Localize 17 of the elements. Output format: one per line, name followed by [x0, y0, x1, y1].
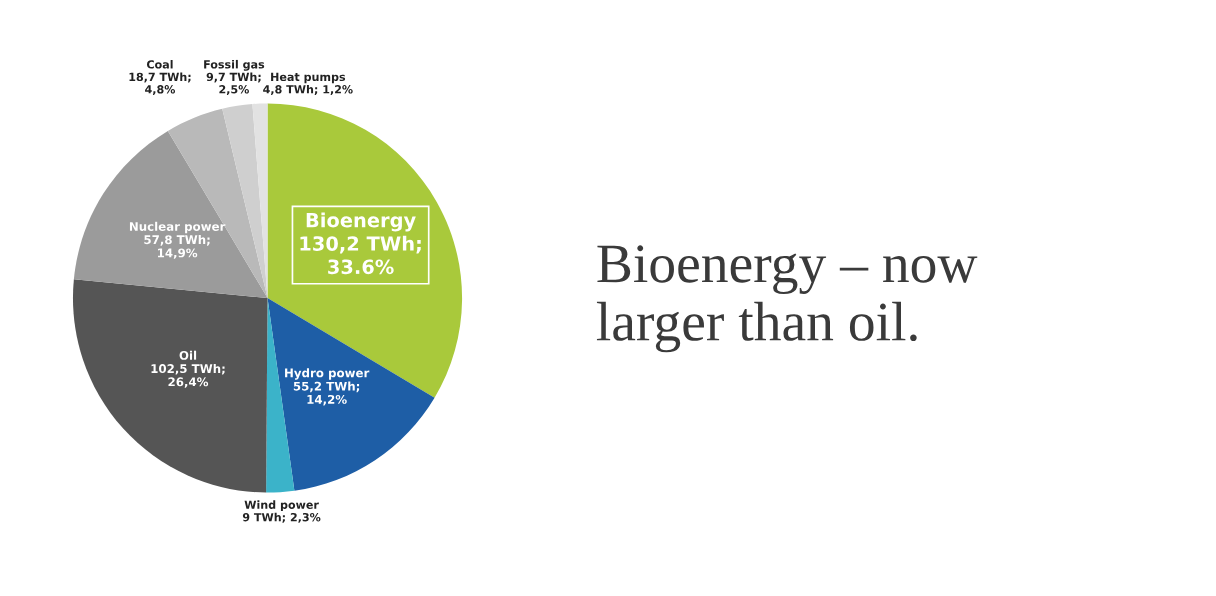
text: Bioenergy – now larger than oil. — [596, 245, 978, 353]
data-label: 130,2 TWh; 33.6% — [300, 235, 421, 275]
slice-label: Hydro power — [285, 368, 370, 380]
slice-label: Wind power — [244, 500, 319, 512]
data-label: 9 TWh; 2,3% — [242, 512, 321, 523]
data-label: 55,2 TWh; 14,2% — [293, 381, 360, 406]
data-label: 102,5 TWh; 26,4% — [151, 363, 225, 388]
data-label: 18,7 TWh; 4,8% — [129, 72, 191, 95]
slice-label: Heat pumps — [271, 72, 346, 84]
data-label: 9,7 TWh; 2,5% — [206, 72, 261, 95]
slice-label: Bioenergy — [306, 212, 416, 232]
data-label: 4,8 TWh; 1,2% — [263, 84, 353, 95]
slice-label: Coal — [146, 60, 173, 69]
slice-label: Nuclear power — [129, 221, 226, 234]
slice-label: Fossil gas — [204, 59, 265, 71]
slice-label: Oil — [179, 350, 197, 360]
data-label: 57,8 TWh; 14,9% — [144, 235, 210, 259]
